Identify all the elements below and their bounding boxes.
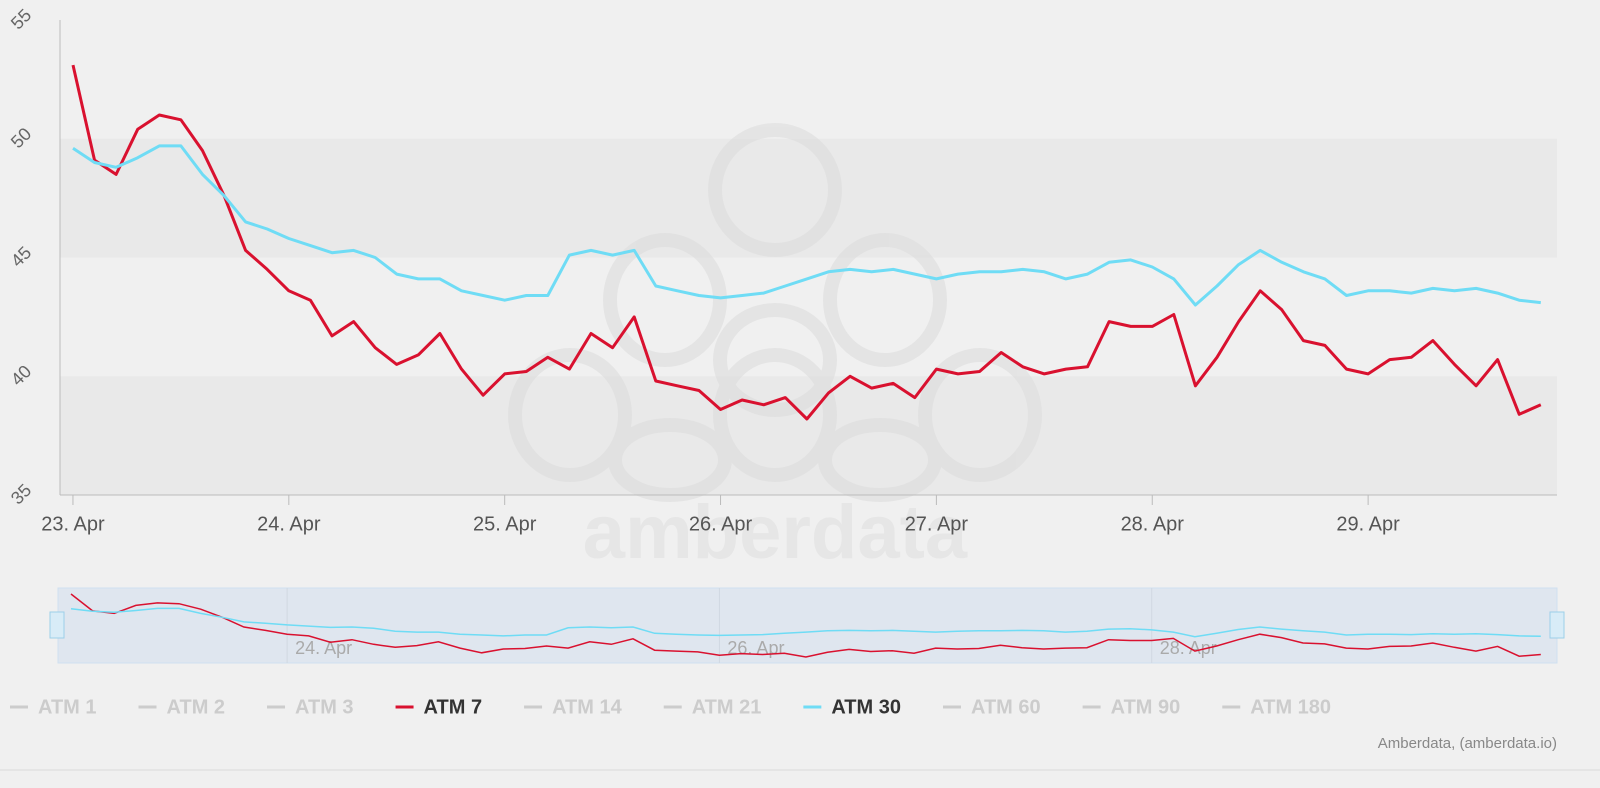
legend-label: ATM 1 <box>38 696 97 718</box>
navigator-line <box>70 593 1541 658</box>
navigator-line <box>70 607 1541 638</box>
legend-label: ATM 7 <box>424 696 483 718</box>
navigator-handle[interactable] <box>49 611 65 639</box>
legend-item[interactable]: ATM 30 <box>803 696 901 718</box>
watermark: amberdata <box>583 490 968 575</box>
legend-item[interactable]: ATM 180 <box>1222 696 1331 718</box>
navigator-tick-label: 26. Apr <box>727 638 784 658</box>
legend-item[interactable]: ATM 90 <box>1082 696 1181 718</box>
x-tick-label: 25. Apr <box>473 513 537 535</box>
legend-item[interactable]: ATM 14 <box>524 696 623 718</box>
navigator-handle[interactable] <box>1549 611 1565 639</box>
x-tick-label: 26. Apr <box>689 513 753 535</box>
x-tick-label: 27. Apr <box>905 513 969 535</box>
legend-label: ATM 14 <box>552 696 623 718</box>
x-tick-label: 23. Apr <box>41 513 105 535</box>
legend-label: ATM 90 <box>1111 696 1181 718</box>
legend-label: ATM 180 <box>1250 696 1331 718</box>
legend-item[interactable]: ATM 60 <box>942 696 1041 718</box>
navigator-background <box>57 587 1558 664</box>
x-tick-label: 29. Apr <box>1336 513 1400 535</box>
watermark-logo <box>508 123 1042 502</box>
legend-item[interactable]: ATM 7 <box>395 696 483 718</box>
series-line <box>72 144 1541 307</box>
navigator-tick-label: 24. Apr <box>295 638 352 658</box>
legend-item[interactable]: ATM 1 <box>10 696 97 718</box>
series-line <box>71 64 1542 421</box>
legend-label: ATM 3 <box>295 696 354 718</box>
x-tick-label: 24. Apr <box>257 513 321 535</box>
legend-label: ATM 60 <box>971 696 1041 718</box>
legend-item[interactable]: ATM 21 <box>663 696 762 718</box>
x-tick-label: 28. Apr <box>1121 513 1185 535</box>
legend-label: ATM 21 <box>692 696 762 718</box>
credits[interactable]: Amberdata, (amberdata.io) <box>1378 735 1557 752</box>
legend-item[interactable]: ATM 3 <box>267 696 354 718</box>
legend-label: ATM 30 <box>831 696 901 718</box>
legend-label: ATM 2 <box>167 696 226 718</box>
legend-item[interactable]: ATM 2 <box>138 696 226 718</box>
